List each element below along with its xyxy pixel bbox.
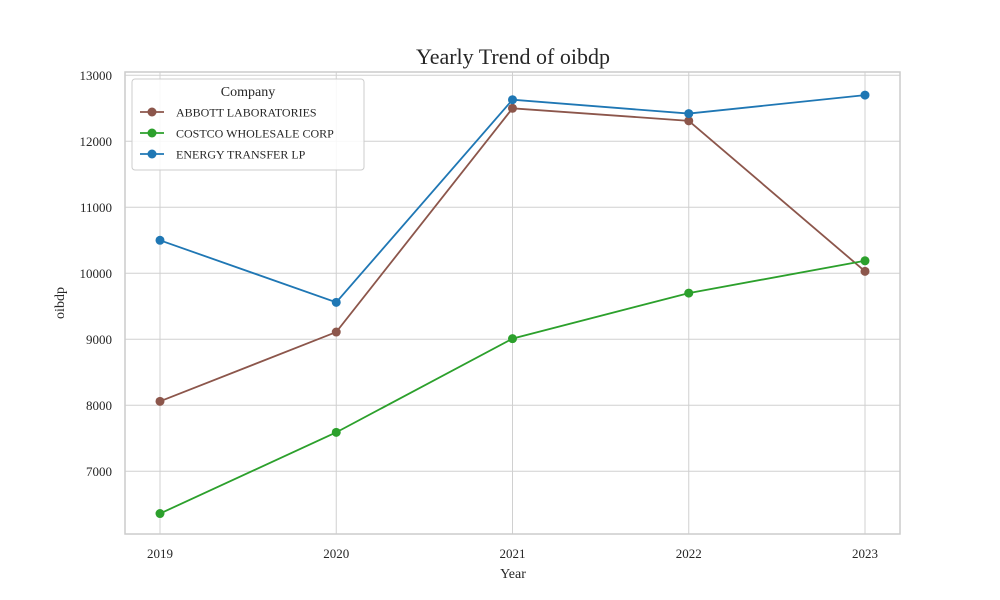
data-point [684, 288, 694, 298]
data-point [155, 509, 165, 519]
axis-layer: 2019 2020 2021 2022 2023 7000 8000 9000 10000 110… [80, 68, 879, 561]
legend-box [131, 78, 365, 171]
y-tick-label: 13000 [80, 68, 113, 83]
plot-frame [124, 71, 901, 535]
x-tick-label: 2022 [676, 546, 702, 561]
x-tick-label: 2019 [147, 546, 173, 561]
y-tick-label: 8000 [86, 398, 112, 413]
y-tick-label: 11000 [80, 200, 112, 215]
x-tick-label: 2021 [500, 546, 526, 561]
data-point [331, 427, 341, 437]
y-tick-label: 9000 [86, 332, 112, 347]
series-group [155, 256, 870, 519]
x-tick-label: 2020 [323, 546, 349, 561]
x-axis-label: Year [500, 567, 526, 582]
data-point [331, 297, 341, 307]
data-point [860, 90, 870, 100]
series-group [155, 103, 870, 406]
legend-marker [147, 149, 157, 159]
legend-marker [147, 128, 157, 138]
data-point [155, 235, 165, 245]
legend: Company ABBOTT LABORATORIES COSTCO WHOLESA… [131, 78, 365, 171]
legend-label: COSTCO WHOLESALE CORP [176, 127, 334, 141]
data-point [508, 95, 517, 105]
y-tick-label: 12000 [80, 134, 113, 149]
data-point [331, 327, 341, 337]
series-layer [155, 90, 870, 519]
chart-title: Yearly Trend of oibdp [416, 44, 610, 69]
data-point [684, 116, 694, 126]
legend-title: Company [221, 85, 275, 100]
legend-label: ABBOTT LABORATORIES [176, 106, 317, 120]
data-point [155, 396, 165, 406]
legend-label: ENERGY TRANSFER LP [176, 148, 306, 162]
legend-marker [147, 107, 157, 117]
data-point [684, 109, 694, 119]
data-point [508, 103, 517, 113]
y-tick-label: 7000 [86, 464, 112, 479]
data-point [860, 256, 870, 266]
series-group [155, 90, 870, 307]
x-tick-label: 2023 [852, 546, 878, 561]
y-tick-label: 10000 [80, 266, 113, 281]
data-point [508, 334, 517, 344]
data-point [860, 266, 870, 276]
y-axis-label: oibdp [53, 287, 68, 319]
